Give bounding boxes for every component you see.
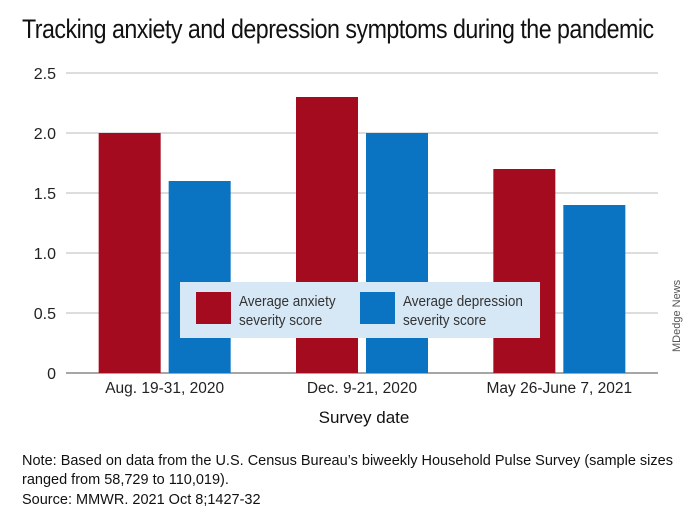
bar-chart: 0 0.5 1.0 1.5 2.0 2.5 Aug. 19-31, 2020 Dec. 9-…: [34, 66, 658, 427]
note-label: Note:: [22, 453, 57, 469]
y-axis-ticks: 0 0.5 1.0 1.5 2.0 2.5: [34, 66, 56, 383]
y-tick-label: 2.0: [34, 126, 56, 143]
bar-anxiety: [98, 133, 161, 373]
x-tick-label: May 26-June 7, 2021: [487, 380, 633, 397]
bars: [98, 97, 626, 373]
y-tick-label: 2.5: [34, 66, 56, 83]
legend-label-depression: Average depression severity score: [403, 293, 523, 329]
legend-swatch-anxiety: [196, 292, 231, 324]
x-tick-label: Dec. 9-21, 2020: [307, 380, 418, 397]
legend-item-depression: Average depression severity score: [360, 292, 553, 330]
legend-swatch-depression: [360, 292, 395, 324]
legend-label-anxiety: Average anxiety severity score: [239, 293, 336, 329]
y-tick-label: 0.5: [34, 306, 56, 323]
chart-title: Tracking anxiety and depression symptoms…: [22, 14, 654, 44]
bar-depression: [168, 181, 231, 373]
bar-anxiety: [493, 169, 556, 373]
source-text: MMWR. 2021 Oct 8;1427-32: [71, 492, 261, 508]
source: Source: MMWR. 2021 Oct 8;1427-32: [22, 491, 682, 510]
legend: Average anxiety severity score Average d…: [180, 282, 540, 338]
y-tick-label: 0: [47, 366, 56, 383]
x-axis-label: Survey date: [319, 408, 410, 427]
x-axis-ticks: Aug. 19-31, 2020 Dec. 9-21, 2020 May 26-Ju…: [105, 380, 632, 397]
bar-depression: [563, 205, 626, 373]
source-label: Source:: [22, 492, 72, 508]
legend-item-anxiety: Average anxiety severity score: [196, 292, 379, 330]
note: Note: Based on data from the U.S. Census…: [22, 452, 682, 490]
credit-text: MDedge News: [671, 279, 683, 352]
y-tick-label: 1.5: [34, 186, 56, 203]
x-tick-label: Aug. 19-31, 2020: [105, 380, 224, 397]
y-tick-label: 1.0: [34, 246, 56, 263]
note-text: Based on data from the U.S. Census Burea…: [22, 453, 673, 488]
